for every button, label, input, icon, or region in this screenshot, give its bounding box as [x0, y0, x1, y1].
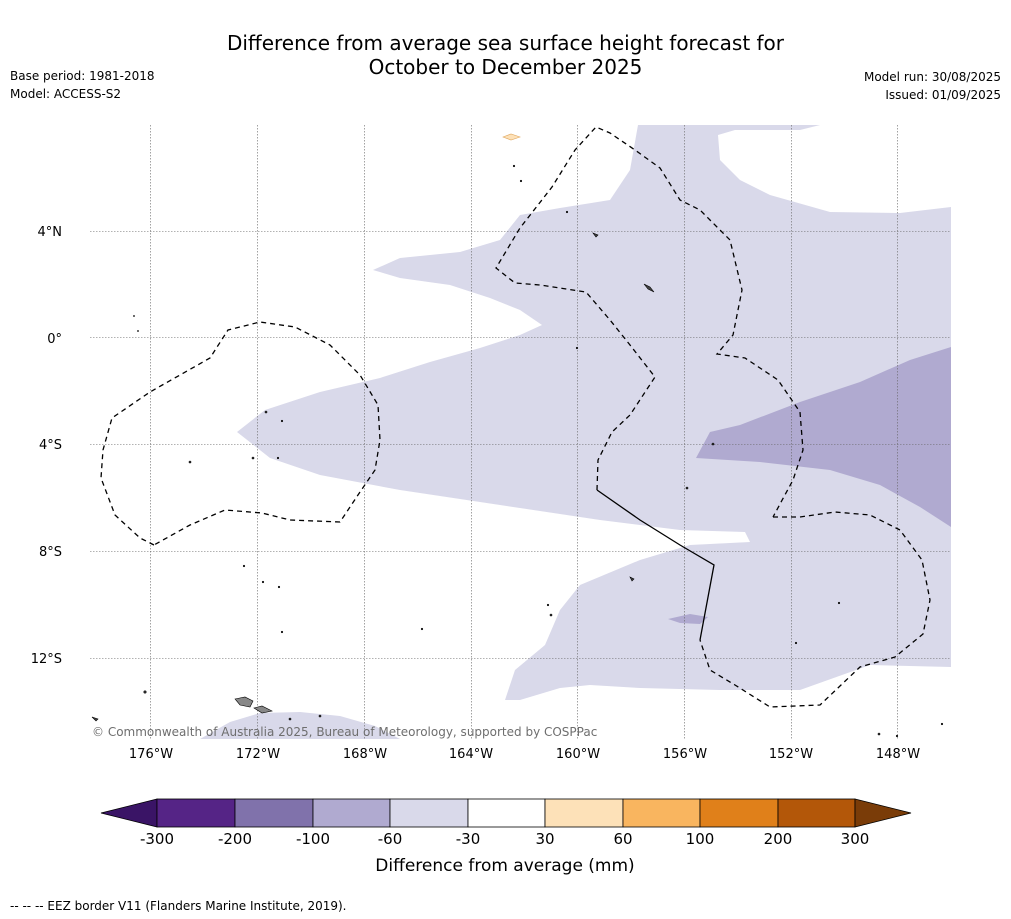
colorbar-tick: -200: [218, 830, 252, 848]
colorbar: [100, 798, 912, 828]
colorbar-segment: [622, 798, 701, 828]
lon-label: 160°W: [556, 747, 600, 762]
colorbar-tick: 30: [535, 830, 554, 848]
base-period: Base period: 1981-2018: [10, 69, 155, 83]
longitude-labels: 176°W 172°W 168°W 164°W 160°W 156°W 152°…: [129, 747, 920, 762]
colorbar-segment: [699, 798, 779, 828]
lat-label: 0°: [47, 332, 62, 347]
lon-label: 148°W: [876, 747, 920, 762]
latitude-labels: 4°N 0° 4°S 8°S 12°S: [31, 225, 62, 667]
eez-border-kiribati-line: [495, 126, 804, 518]
colorbar-segment: [234, 798, 314, 828]
colorbar-tick: 60: [613, 830, 632, 848]
title-line-1: Difference from average sea surface heig…: [226, 31, 785, 55]
island-samoa-small: [253, 705, 273, 714]
lon-label: 168°W: [343, 747, 387, 762]
anomaly-region-medium: [696, 347, 951, 527]
anomaly-region-light-south: [200, 712, 400, 739]
colorbar-segment: [312, 798, 391, 828]
anomaly-region-positive: [502, 133, 521, 141]
gridlines: [90, 125, 951, 739]
lat-label: 4°N: [38, 225, 63, 240]
chart-title: Difference from average sea surface heig…: [0, 31, 1011, 79]
colorbar-tick: -60: [378, 830, 403, 848]
anomaly-region-light-north: [237, 125, 951, 700]
eez-border-french-polynesia: [699, 511, 931, 708]
meta-right: Model run: 30/08/2025 Issued: 01/09/2025: [864, 68, 1001, 104]
issued-date: Issued: 01/09/2025: [885, 88, 1001, 102]
copyright-notice: © Commonwealth of Australia 2025, Bureau…: [92, 725, 597, 739]
lat-label: 8°S: [39, 545, 62, 560]
colorbar-segment: [544, 798, 624, 828]
colorbar-extend-high: [854, 798, 912, 828]
colorbar-segment: [156, 798, 236, 828]
colorbar-segment: [467, 798, 546, 828]
model-run: Model run: 30/08/2025: [863, 70, 1001, 84]
lon-label: 164°W: [449, 747, 493, 762]
colorbar-tick: 200: [764, 830, 793, 848]
colorbar-segment: [777, 798, 856, 828]
eez-border-tokelau: [100, 321, 381, 546]
lon-label: 172°W: [236, 747, 280, 762]
lon-label: 176°W: [129, 747, 173, 762]
islands: [91, 164, 944, 738]
colorbar-tick: -300: [140, 830, 174, 848]
island-samoa-large: [234, 696, 254, 708]
lat-label: 4°S: [39, 438, 62, 453]
title-line-2: October to December 2025: [368, 55, 643, 79]
colorbar-tick: 300: [841, 830, 870, 848]
eez-border-solid: [596, 489, 715, 641]
model-name: Model: ACCESS-S2: [10, 87, 122, 101]
colorbar-tick: -30: [456, 830, 481, 848]
colorbar-extend-low: [100, 798, 158, 828]
meta-left: Base period: 1981-2018 Model: ACCESS-S2: [10, 67, 155, 103]
colorbar-tick: -100: [296, 830, 330, 848]
eez-border-legend: -- -- -- EEZ border V11 (Flanders Marine…: [10, 899, 347, 913]
colorbar-segment: [389, 798, 469, 828]
colorbar-label: Difference from average (mm): [375, 856, 634, 876]
colorbar-tick-labels: -300 -200 -100 -60 -30 30 60 100 200 300: [140, 830, 869, 848]
eez-borders: [100, 126, 931, 708]
colorbar-tick: 100: [686, 830, 715, 848]
anomaly-region-small: [668, 614, 708, 624]
map-area: © Commonwealth of Australia 2025, Bureau…: [90, 125, 951, 739]
lon-label: 152°W: [769, 747, 813, 762]
lat-label: 12°S: [31, 652, 62, 667]
lon-label: 156°W: [663, 747, 707, 762]
